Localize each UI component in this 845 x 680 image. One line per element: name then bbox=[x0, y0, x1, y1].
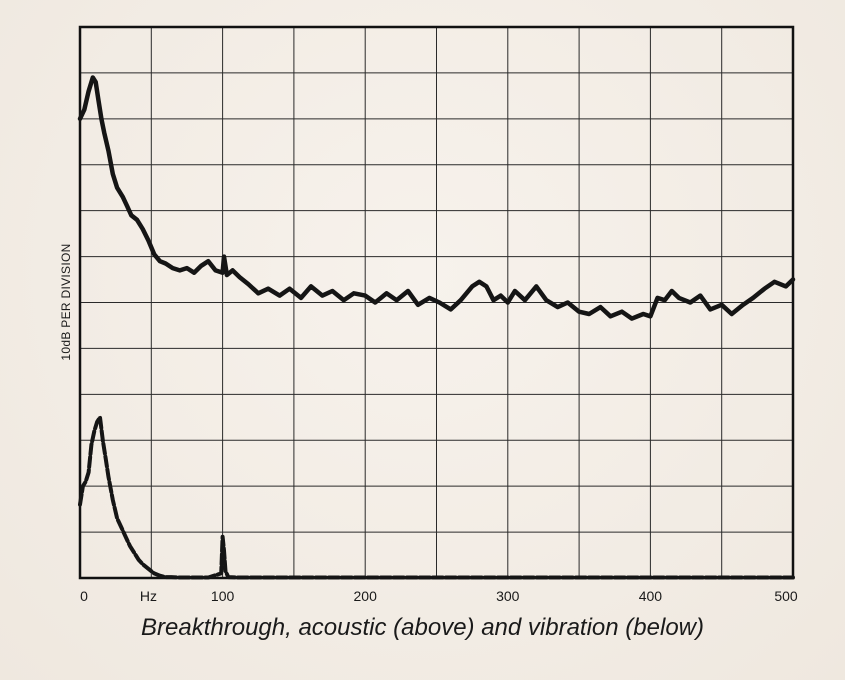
x-tick-label: 300 bbox=[496, 588, 520, 604]
x-tick-label: 400 bbox=[639, 588, 663, 604]
y-axis-label: 10dB PER DIVISION bbox=[59, 243, 73, 360]
x-tick-label: 100 bbox=[211, 588, 235, 604]
x-tick-label: 200 bbox=[354, 588, 378, 604]
series-vibration-line bbox=[78, 415, 795, 580]
x-tick-label: 500 bbox=[774, 588, 798, 604]
x-tick-labels: 0 100 200 300 400 500 bbox=[80, 588, 798, 604]
x-tick-label: 0 bbox=[80, 588, 88, 604]
chart-caption: Breakthrough, acoustic (above) and vibra… bbox=[141, 614, 704, 641]
series-group bbox=[77, 75, 796, 580]
series-acoustic-line bbox=[77, 75, 796, 321]
x-unit-label: Hz bbox=[140, 588, 157, 604]
chart-grid bbox=[80, 27, 793, 578]
